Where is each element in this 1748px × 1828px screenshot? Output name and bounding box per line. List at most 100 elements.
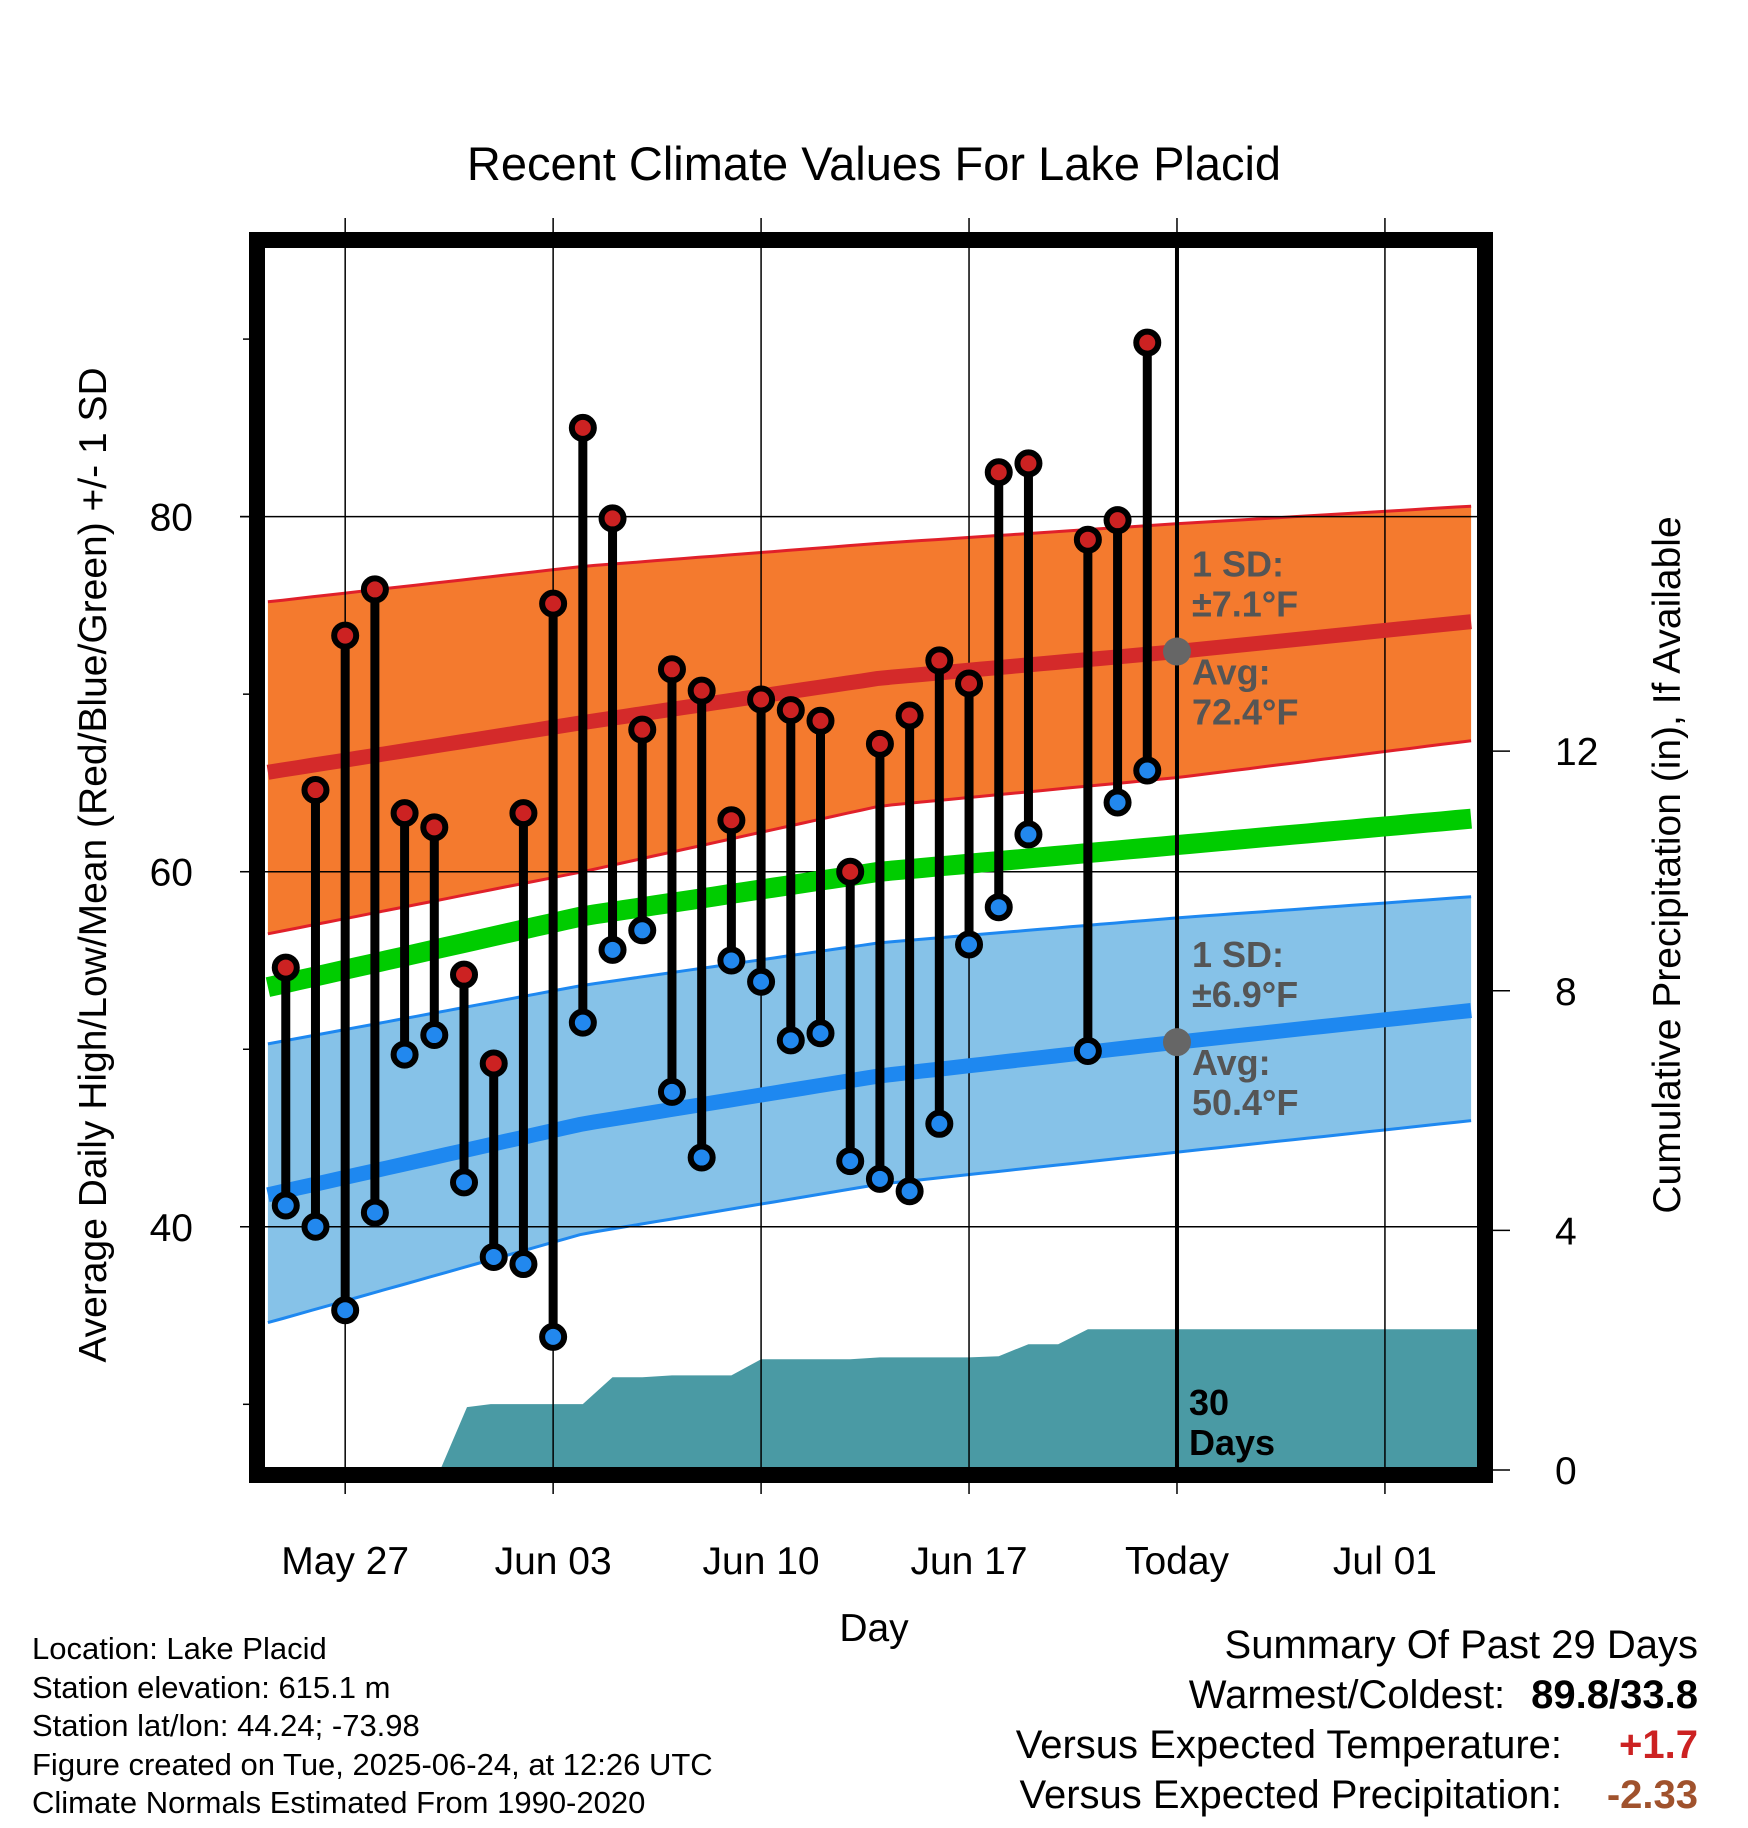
y2-tick-label: 4 — [1555, 1210, 1577, 1253]
x-tick-label: Jun 10 — [703, 1540, 820, 1583]
chart-title: Recent Climate Values For Lake Placid — [467, 137, 1281, 190]
daily-high-point — [955, 669, 984, 698]
high-avg-value: 72.4°F — [1192, 692, 1298, 733]
daily-high-point — [479, 1049, 508, 1078]
daily-high-point — [984, 458, 1013, 487]
precip-label: Versus Expected Precipitation: — [1019, 1773, 1562, 1817]
daily-high-point — [925, 646, 954, 675]
daily-high-point — [1103, 506, 1132, 535]
daily-low-point — [598, 935, 627, 964]
daily-low-point — [806, 1019, 835, 1048]
daily-low-point — [984, 893, 1013, 922]
daily-high-point — [895, 701, 924, 730]
daily-low-point — [657, 1077, 686, 1106]
high-plus-sd-line — [267, 504, 1472, 604]
daily-high-point — [747, 685, 776, 714]
daily-high-point — [450, 960, 479, 989]
daily-low-point — [390, 1040, 419, 1069]
low-avg-label: Avg: — [1192, 1042, 1271, 1083]
daily-low-point — [628, 916, 657, 945]
daily-high-point — [865, 729, 894, 758]
normals-source-text: Climate Normals Estimated From 1990-2020 — [32, 1785, 646, 1820]
high-sd-value: ±7.1°F — [1192, 584, 1298, 625]
daily-high-point — [271, 953, 300, 982]
daily-low-point — [925, 1109, 954, 1138]
x-tick-label: May 27 — [281, 1540, 409, 1583]
daily-low-point — [776, 1026, 805, 1055]
x-tick-label: Jun 17 — [910, 1540, 1027, 1583]
daily-high-point — [1014, 449, 1043, 478]
daily-high-point — [1133, 328, 1162, 357]
daily-high-point — [301, 776, 330, 805]
plot-area — [240, 218, 1480, 1470]
low-sd-value: ±6.9°F — [1192, 974, 1298, 1015]
high-minus-sd-line — [267, 739, 1472, 936]
summary-title: Summary Of Past 29 Days — [1224, 1623, 1698, 1667]
location-text: Location: Lake Placid — [32, 1631, 327, 1666]
y-tick-label: 40 — [150, 1207, 193, 1250]
x-tick-label: Jul 01 — [1333, 1540, 1437, 1583]
daily-high-point — [568, 413, 597, 442]
y2-tick-label: 12 — [1555, 731, 1598, 774]
precip-row: Versus Expected Precipitation: -2.33 — [1016, 1770, 1698, 1820]
low-sd-band — [267, 896, 1472, 1323]
daily-high-point — [539, 589, 568, 618]
daily-low-point — [301, 1212, 330, 1241]
daily-high-point — [628, 715, 657, 744]
precip-area — [262, 1329, 1480, 1470]
y-tick-label: 80 — [150, 497, 193, 540]
y-tick-label: 60 — [150, 852, 193, 895]
low-avg-value: 50.4°F — [1192, 1082, 1298, 1123]
daily-high-point — [390, 799, 419, 828]
daily-high-point — [360, 575, 389, 604]
daily-low-point — [1014, 820, 1043, 849]
plot-frame — [249, 232, 1493, 1483]
x-axis-label: Day — [839, 1607, 909, 1650]
daily-high-point — [776, 696, 805, 725]
daily-high-point — [509, 799, 538, 828]
days-label-text: Days — [1189, 1422, 1275, 1463]
daily-high-point — [717, 806, 746, 835]
daily-low-point — [717, 946, 746, 975]
mean-line — [265, 808, 1472, 997]
daily-low-point — [568, 1008, 597, 1037]
daily-low-point — [420, 1021, 449, 1050]
daily-low-point — [955, 930, 984, 959]
daily-high-point — [836, 857, 865, 886]
latlon-text: Station lat/lon: 44.24; -73.98 — [32, 1708, 420, 1743]
station-info: Location: Lake Placid Station elevation:… — [32, 1630, 713, 1823]
daily-low-point — [360, 1198, 389, 1227]
x-tick-label: Jun 03 — [495, 1540, 612, 1583]
daily-low-point — [865, 1164, 894, 1193]
warmest-value: 89.8/33.8 — [1531, 1673, 1698, 1717]
daily-high-point — [420, 813, 449, 842]
elevation-text: Station elevation: 615.1 m — [32, 1669, 391, 1705]
temp-row: Versus Expected Temperature: +1.7 — [1016, 1720, 1698, 1770]
created-text: Figure created on Tue, 2025-06-24, at 12… — [32, 1746, 713, 1782]
daily-low-point — [539, 1322, 568, 1351]
daily-low-point — [509, 1250, 538, 1279]
daily-low-point — [747, 967, 776, 996]
daily-low-point — [1133, 756, 1162, 785]
daily-low-point — [331, 1296, 360, 1325]
daily-low-point — [479, 1242, 508, 1271]
temp-label: Versus Expected Temperature: — [1015, 1723, 1562, 1767]
y2-tick-label: 0 — [1555, 1450, 1577, 1493]
summary-panel: Summary Of Past 29 Days Warmest/Coldest:… — [1016, 1620, 1698, 1820]
daily-low-point — [895, 1177, 924, 1206]
warmest-row: Warmest/Coldest: 89.8/33.8 — [1016, 1670, 1698, 1720]
daily-low-point — [271, 1191, 300, 1220]
low-avg-marker — [1162, 1028, 1191, 1057]
daily-high-point — [687, 676, 716, 705]
temp-value: +1.7 — [1619, 1723, 1698, 1767]
daily-high-point — [598, 504, 627, 533]
daily-high-point — [806, 706, 835, 735]
high-avg-marker — [1162, 637, 1191, 666]
high-sd-label: 1 SD: — [1192, 544, 1284, 585]
daily-high-point — [1073, 525, 1102, 554]
daily-high-point — [657, 655, 686, 684]
low-sd-label: 1 SD: — [1192, 934, 1284, 975]
y2-axis-label: Cumulative Precipitation (in), If Availa… — [1646, 516, 1689, 1213]
x-tick-label: Today — [1125, 1540, 1230, 1583]
